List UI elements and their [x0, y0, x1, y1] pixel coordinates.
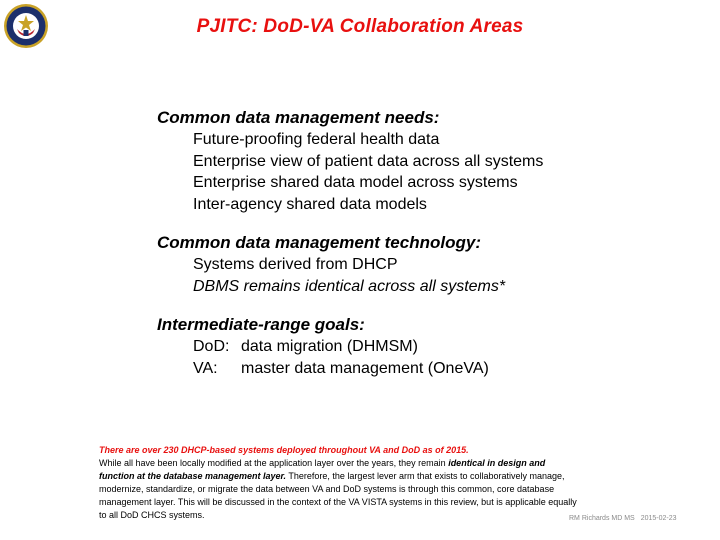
section-heading: Common data management needs: — [157, 108, 440, 127]
list-item: Future-proofing federal health data — [193, 131, 440, 148]
footnote-highlight: There are over 230 DHCP-based systems de… — [99, 445, 469, 455]
author-credit: RM Richards MD MS 2015-02-23 — [569, 515, 677, 522]
footnote-emphasis: identical in design and function at the … — [99, 458, 546, 481]
goal-text: master data management (OneVA) — [241, 359, 489, 377]
goal-text: data migration (DHMSM) — [241, 338, 418, 355]
goal-label: VA: — [193, 359, 218, 377]
list-item: Systems derived from DHCP — [193, 256, 398, 273]
section-goals: Intermediate-range goals: DoD: data migra… — [157, 314, 677, 379]
footnote-text: Therefore, the largest lever arm that ex… — [99, 471, 577, 520]
va-seal-icon — [3, 3, 49, 49]
section-heading: Common data management technology: — [157, 233, 481, 252]
list-item: Enterprise view of patient data across a… — [193, 152, 544, 170]
slide-content: Common data management needs: Future-pro… — [157, 107, 677, 396]
list-item: DBMS remains identical across all system… — [193, 277, 506, 295]
list-item: Enterprise shared data model across syst… — [193, 174, 518, 191]
goal-label: DoD: — [193, 338, 230, 355]
section-heading: Intermediate-range goals: — [157, 315, 365, 334]
goal-item: VA: master data management (OneVA) — [157, 358, 677, 380]
footnote: There are over 230 DHCP-based systems de… — [99, 444, 579, 522]
goal-item: DoD: data migration (DHMSM) — [157, 336, 677, 358]
author-name: RM Richards MD MS — [569, 515, 635, 522]
footnote-text: While all have been locally modified at … — [99, 458, 449, 468]
section-technology: Common data management technology: Syste… — [157, 232, 677, 297]
list-item: Inter-agency shared data models — [193, 195, 427, 213]
credit-date: 2015-02-23 — [640, 515, 677, 522]
section-needs: Common data management needs: Future-pro… — [157, 107, 677, 215]
footnote-body: While all have been locally modified at … — [99, 457, 579, 522]
slide-title: PJITC: DoD-VA Collaboration Areas — [196, 16, 524, 37]
